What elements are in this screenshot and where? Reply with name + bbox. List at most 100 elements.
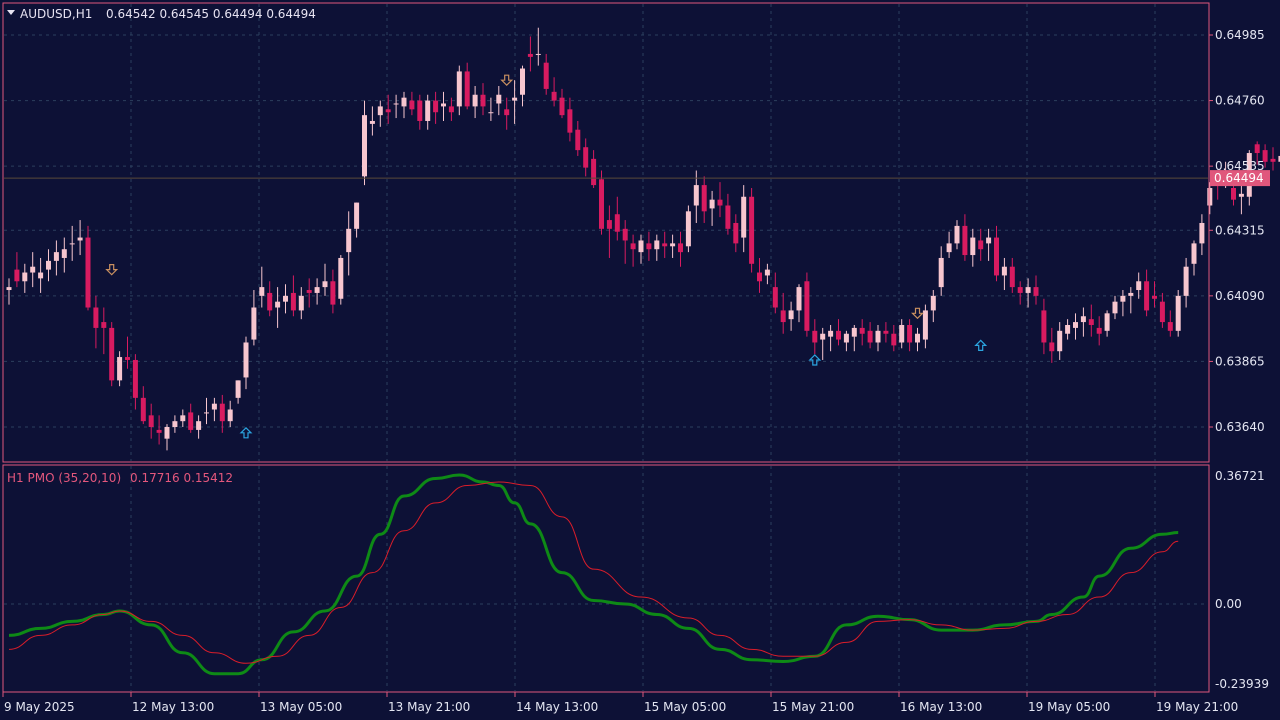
candle-body	[275, 301, 281, 308]
candle-body	[946, 243, 952, 253]
candle-body	[1175, 295, 1181, 331]
candle-body	[314, 287, 320, 293]
signal-arrows-layer	[105, 74, 988, 439]
candle-body	[1033, 287, 1039, 296]
candle-body	[1128, 292, 1134, 296]
candle-body	[883, 330, 889, 334]
candle-body	[662, 243, 668, 247]
candle-body	[836, 330, 841, 340]
candle-body	[401, 97, 407, 107]
time-tick-label: 19 May 21:00	[1156, 700, 1238, 714]
candle-body	[654, 240, 660, 250]
candle-body	[1065, 324, 1071, 334]
indicator-scale[interactable]: 0.36721 0.00 -0.23939	[1215, 469, 1269, 691]
candle-body	[741, 196, 747, 238]
time-tick-label: 13 May 05:00	[260, 700, 342, 714]
candle-body	[243, 342, 249, 378]
time-tick-label: 19 May 05:00	[1028, 700, 1110, 714]
price-tick-label: 0.64760	[1215, 94, 1265, 108]
candle-body	[891, 333, 897, 346]
candle-body	[843, 333, 849, 343]
candle-body	[298, 295, 304, 311]
candle-body	[527, 53, 533, 57]
collapse-triangle-icon[interactable]	[7, 10, 15, 15]
candle-body	[922, 310, 928, 340]
candle-body	[638, 240, 644, 253]
time-tick-label: 16 May 13:00	[900, 700, 982, 714]
candle-body	[1262, 150, 1268, 162]
candle-body	[496, 94, 502, 104]
candle-body	[14, 269, 20, 282]
candle-body	[930, 295, 936, 311]
candle-body	[1112, 301, 1118, 314]
candle-body	[859, 327, 865, 334]
candle-body	[725, 205, 731, 229]
candle-body	[875, 330, 881, 343]
candle-body	[772, 287, 778, 308]
candle-body	[306, 290, 312, 293]
candle-body	[954, 225, 960, 244]
price-tick-label: 0.63865	[1215, 354, 1265, 368]
time-tick-label: 13 May 21:00	[388, 700, 470, 714]
candle-body	[196, 421, 202, 430]
candle-body	[290, 292, 296, 311]
candle-body	[614, 214, 620, 232]
price-scale[interactable]: 0.64985 0.64760 0.64535 0.64315 0.64090 0.638…	[1209, 28, 1265, 434]
candle-body	[788, 310, 794, 320]
candle-body	[796, 287, 802, 311]
candle-body	[1009, 266, 1015, 288]
candle-body	[22, 272, 28, 282]
candle-body	[322, 281, 328, 288]
time-axis[interactable]: 9 May 2025 12 May 13:00 13 May 05:00 13 May…	[2, 692, 1238, 714]
candle-body	[346, 228, 352, 253]
candle-body	[251, 307, 257, 340]
candle-body	[535, 53, 541, 55]
candle-body	[125, 357, 130, 360]
indicator-values: 0.17716 0.15412	[130, 471, 233, 485]
candle-body	[472, 94, 478, 107]
candle-body	[480, 94, 486, 107]
candle-body	[820, 333, 826, 340]
candle-body	[132, 359, 138, 398]
candle-body	[749, 196, 755, 264]
candle-body	[385, 109, 391, 113]
candle-body	[488, 112, 494, 114]
candle-body	[1049, 342, 1055, 352]
up-arrow-icon	[808, 354, 822, 366]
grid-lines	[2, 4, 1208, 691]
candle-body	[915, 333, 920, 343]
down-arrow-icon	[911, 307, 924, 320]
candle-body	[575, 129, 581, 151]
indicator-lines-layer	[8, 473, 1179, 676]
candle-body	[330, 281, 336, 305]
up-arrow-icon	[239, 426, 253, 439]
candle-body	[1096, 327, 1102, 334]
candle-body	[828, 330, 834, 337]
candle-body	[551, 91, 557, 101]
candle-body	[867, 330, 873, 343]
candle-body	[693, 185, 699, 206]
candle-body	[369, 120, 375, 124]
candle-body	[851, 327, 857, 337]
main-panel-border	[2, 2, 1210, 463]
candle-body	[709, 199, 715, 209]
candle-body	[717, 199, 723, 206]
candle-body	[180, 415, 186, 422]
candle-body	[1254, 144, 1260, 154]
candle-body	[899, 324, 905, 343]
candle-body	[907, 324, 913, 343]
price-tick-label: 0.64535	[1215, 159, 1265, 173]
candle-body	[338, 257, 344, 299]
symbol-label: AUDUSD,H1	[20, 7, 92, 21]
candle-body	[1183, 266, 1189, 296]
candle-body	[559, 97, 565, 116]
candle-body	[156, 429, 162, 433]
candle-body	[962, 225, 968, 256]
candle-body	[377, 106, 383, 116]
candle-body	[764, 269, 770, 276]
candle-body	[1073, 322, 1078, 328]
candle-body	[172, 421, 178, 427]
candle-body	[283, 295, 288, 302]
